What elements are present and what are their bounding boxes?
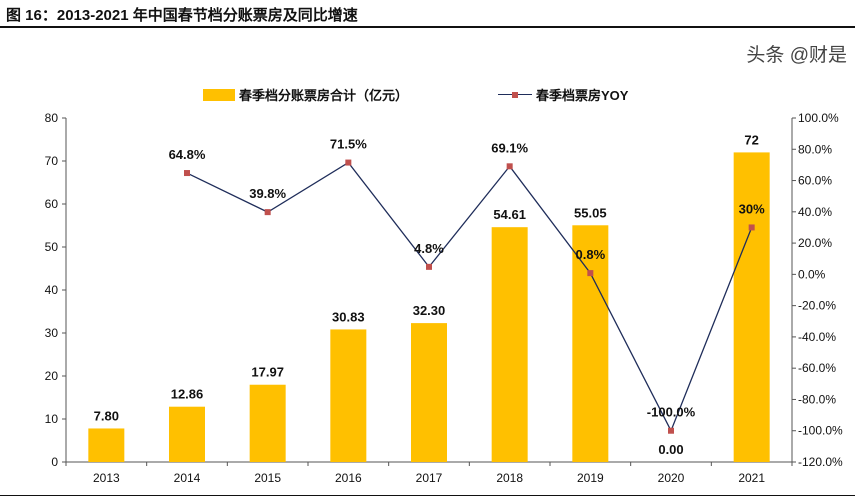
bar-label: 30.83: [332, 309, 365, 324]
bar-label: 17.97: [251, 365, 284, 380]
yoy-marker: [748, 224, 755, 231]
right-tick-label: 40.0%: [798, 205, 832, 219]
x-tick-label: 2014: [174, 471, 201, 485]
left-tick-label: 0: [51, 455, 58, 469]
bar-label: 54.61: [493, 207, 526, 222]
yoy-label: 64.8%: [169, 147, 206, 162]
yoy-label: 39.8%: [249, 186, 286, 201]
yoy-label: 0.8%: [576, 247, 606, 262]
bar-label: 72: [744, 132, 758, 147]
bar: [330, 329, 367, 462]
x-tick-label: 2017: [416, 471, 443, 485]
bar-label: 0.00: [658, 442, 683, 457]
x-tick-label: 2015: [254, 471, 281, 485]
bar: [249, 384, 286, 462]
yoy-marker: [184, 170, 190, 177]
x-tick-label: 2016: [335, 471, 362, 485]
right-tick-label: 20.0%: [798, 236, 832, 250]
yoy-marker: [587, 270, 594, 277]
right-tick-label: -40.0%: [798, 330, 836, 344]
bar-label: 12.86: [171, 387, 204, 402]
yoy-marker: [506, 163, 513, 170]
legend-line-swatch: [498, 89, 533, 101]
left-tick-label: 50: [45, 240, 59, 254]
right-tick-label: 0.0%: [798, 267, 826, 281]
x-tick-label: 2018: [496, 471, 523, 485]
left-tick-label: 80: [45, 111, 59, 125]
yoy-label: 4.8%: [414, 241, 444, 256]
left-tick-label: 10: [45, 412, 59, 426]
watermark: 头条 @财是: [746, 45, 847, 66]
legend-bar-swatch: [203, 88, 235, 101]
bar: [572, 225, 609, 462]
bar-label: 55.05: [574, 205, 607, 220]
figure-title: 图 16：2013-2021 年中国春节档分账票房及同比增速: [6, 7, 358, 24]
legend-line-label: 春季档票房YOY: [536, 88, 629, 103]
x-tick-label: 2013: [93, 471, 120, 485]
bar-label: 32.30: [413, 303, 446, 318]
bar-label: 7.80: [94, 408, 119, 423]
left-tick-label: 30: [45, 326, 59, 340]
left-tick-label: 40: [45, 283, 59, 297]
x-tick-label: 2019: [577, 471, 604, 485]
title-rule: [0, 26, 855, 28]
left-tick-label: 60: [45, 197, 59, 211]
right-tick-label: -60.0%: [798, 361, 836, 375]
right-tick-label: -80.0%: [798, 392, 836, 406]
yoy-label: -100.0%: [647, 405, 696, 420]
right-tick-label: 100.0%: [798, 111, 839, 125]
x-tick-label: 2020: [658, 471, 685, 485]
bar: [88, 428, 125, 462]
yoy-label: 71.5%: [330, 137, 367, 152]
legend-bar-label: 春季档分账票房合计（亿元）: [239, 88, 409, 103]
yoy-marker: [345, 159, 352, 166]
right-tick-label: 60.0%: [798, 174, 832, 188]
right-tick-label: -120.0%: [798, 455, 843, 469]
right-tick-label: -100.0%: [798, 424, 843, 438]
bar: [491, 227, 528, 462]
yoy-marker: [668, 427, 674, 434]
bar: [169, 406, 205, 462]
x-tick-label: 2021: [738, 471, 765, 485]
bottom-rule: [0, 495, 855, 496]
yoy-marker: [426, 263, 432, 270]
left-tick-label: 70: [45, 154, 59, 168]
right-tick-label: -20.0%: [798, 299, 836, 313]
bar: [411, 323, 447, 462]
left-tick-label: 20: [45, 369, 59, 383]
bar: [733, 152, 770, 462]
legend: 春季档分账票房合计（亿元） 春季档票房YOY: [203, 85, 628, 104]
yoy-marker: [264, 209, 271, 216]
yoy-label: 30%: [739, 201, 765, 216]
right-tick-label: 80.0%: [798, 142, 832, 156]
yoy-label: 69.1%: [491, 140, 528, 155]
yoy-line: [186, 161, 753, 433]
